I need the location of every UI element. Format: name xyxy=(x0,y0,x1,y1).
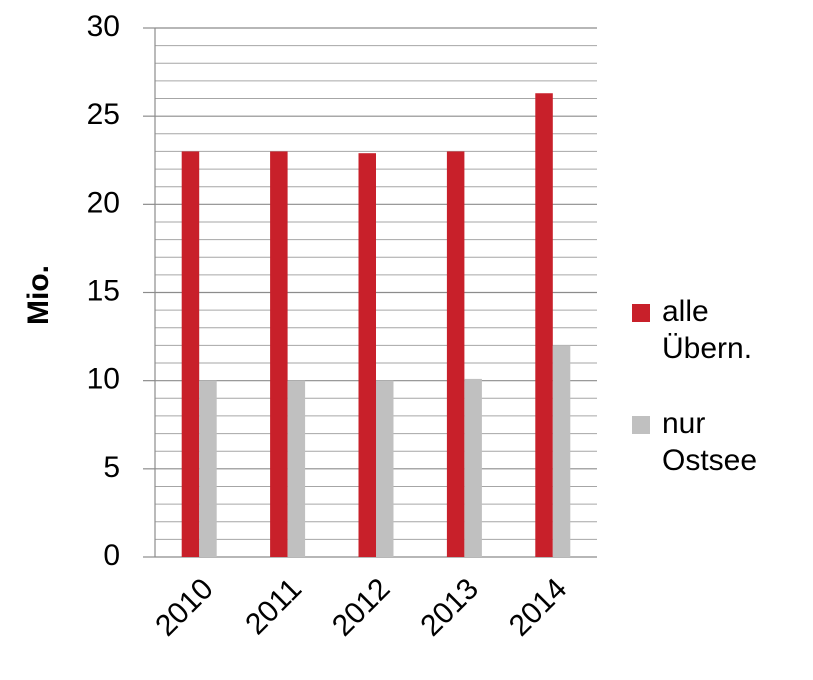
legend-label: alle Übern. xyxy=(662,295,753,365)
x-tick-label: 2012 xyxy=(326,572,397,643)
bar xyxy=(535,93,553,557)
y-tick-label: 10 xyxy=(87,363,120,396)
bar xyxy=(181,151,200,557)
legend-label: nur Ostsee xyxy=(662,407,758,477)
bar xyxy=(270,151,288,557)
bar xyxy=(199,380,217,557)
bar xyxy=(552,345,571,557)
x-tick-label: 2014 xyxy=(503,572,574,643)
legend-swatch xyxy=(632,304,650,322)
y-tick-label: 5 xyxy=(103,451,120,484)
y-tick-label: 20 xyxy=(87,186,120,219)
x-tick-label: 2010 xyxy=(149,572,220,643)
y-tick-label: 15 xyxy=(87,274,120,307)
x-tick-label: 2013 xyxy=(414,572,485,643)
y-tick-label: 30 xyxy=(87,10,120,43)
bar xyxy=(464,378,482,557)
y-tick-label: 25 xyxy=(87,98,120,131)
bar xyxy=(358,153,376,558)
x-tick-label: 2011 xyxy=(239,572,308,641)
bar xyxy=(376,380,394,557)
bar xyxy=(446,151,465,557)
y-axis-title: Mio. xyxy=(22,265,55,325)
y-tick-label: 0 xyxy=(103,539,120,572)
legend-swatch xyxy=(632,416,650,434)
bar xyxy=(287,380,306,557)
